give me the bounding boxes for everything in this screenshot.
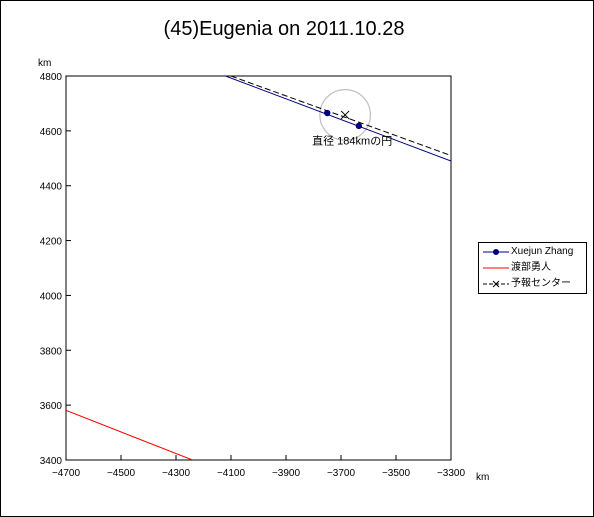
- y-tick-label: 3800: [40, 346, 63, 357]
- legend-symbol-solid-dot: [483, 249, 509, 255]
- x-axis-unit: km: [476, 472, 489, 483]
- legend-label: Xuejun Zhang: [511, 246, 574, 257]
- diameter-circle: [319, 89, 372, 141]
- x-tick-label: −4700: [52, 468, 81, 479]
- legend-label: 渡部勇人: [511, 262, 551, 273]
- y-tick-label: 3400: [40, 456, 63, 467]
- y-tick-label: 4200: [40, 237, 63, 248]
- legend-label: 予報センター: [511, 278, 571, 289]
- center-cross-mark: [340, 110, 350, 120]
- legend: Xuejun Zhang 渡部勇人 予報センター: [478, 242, 587, 294]
- series-line-2: [230, 76, 451, 157]
- circle-annotation: 直径 184kmの円: [312, 134, 392, 148]
- legend-item-watanabe: 渡部勇人: [479, 260, 586, 276]
- x-tick-label: −4300: [162, 468, 191, 479]
- y-tick-label: 4600: [40, 127, 63, 138]
- data-point: [355, 122, 363, 130]
- y-axis-unit: km: [38, 58, 51, 69]
- x-tick-label: −3500: [382, 468, 411, 479]
- plot-area: [65, 75, 452, 461]
- legend-symbol-red-line: [483, 267, 509, 269]
- y-tick-label: 4800: [40, 72, 63, 83]
- x-tick-label: −3300: [437, 468, 466, 479]
- legend-item-prediction-center: 予報センター: [479, 276, 586, 292]
- x-tick-label: −4100: [217, 468, 246, 479]
- legend-symbol-dashed-cross: [483, 280, 509, 288]
- x-tick-label: −4500: [107, 468, 136, 479]
- series-line-0: [225, 76, 451, 162]
- y-tick-label: 4400: [40, 182, 63, 193]
- chart-title: (45)Eugenia on 2011.10.28: [163, 18, 405, 40]
- y-tick-label: 3600: [40, 401, 63, 412]
- y-tick-label: 4000: [40, 291, 63, 302]
- x-tick-label: −3900: [272, 468, 301, 479]
- data-point: [324, 109, 331, 117]
- series-line-1: [66, 409, 193, 460]
- x-tick-label: −3700: [327, 468, 356, 479]
- legend-item-xuejun-zhang: Xuejun Zhang: [479, 244, 586, 260]
